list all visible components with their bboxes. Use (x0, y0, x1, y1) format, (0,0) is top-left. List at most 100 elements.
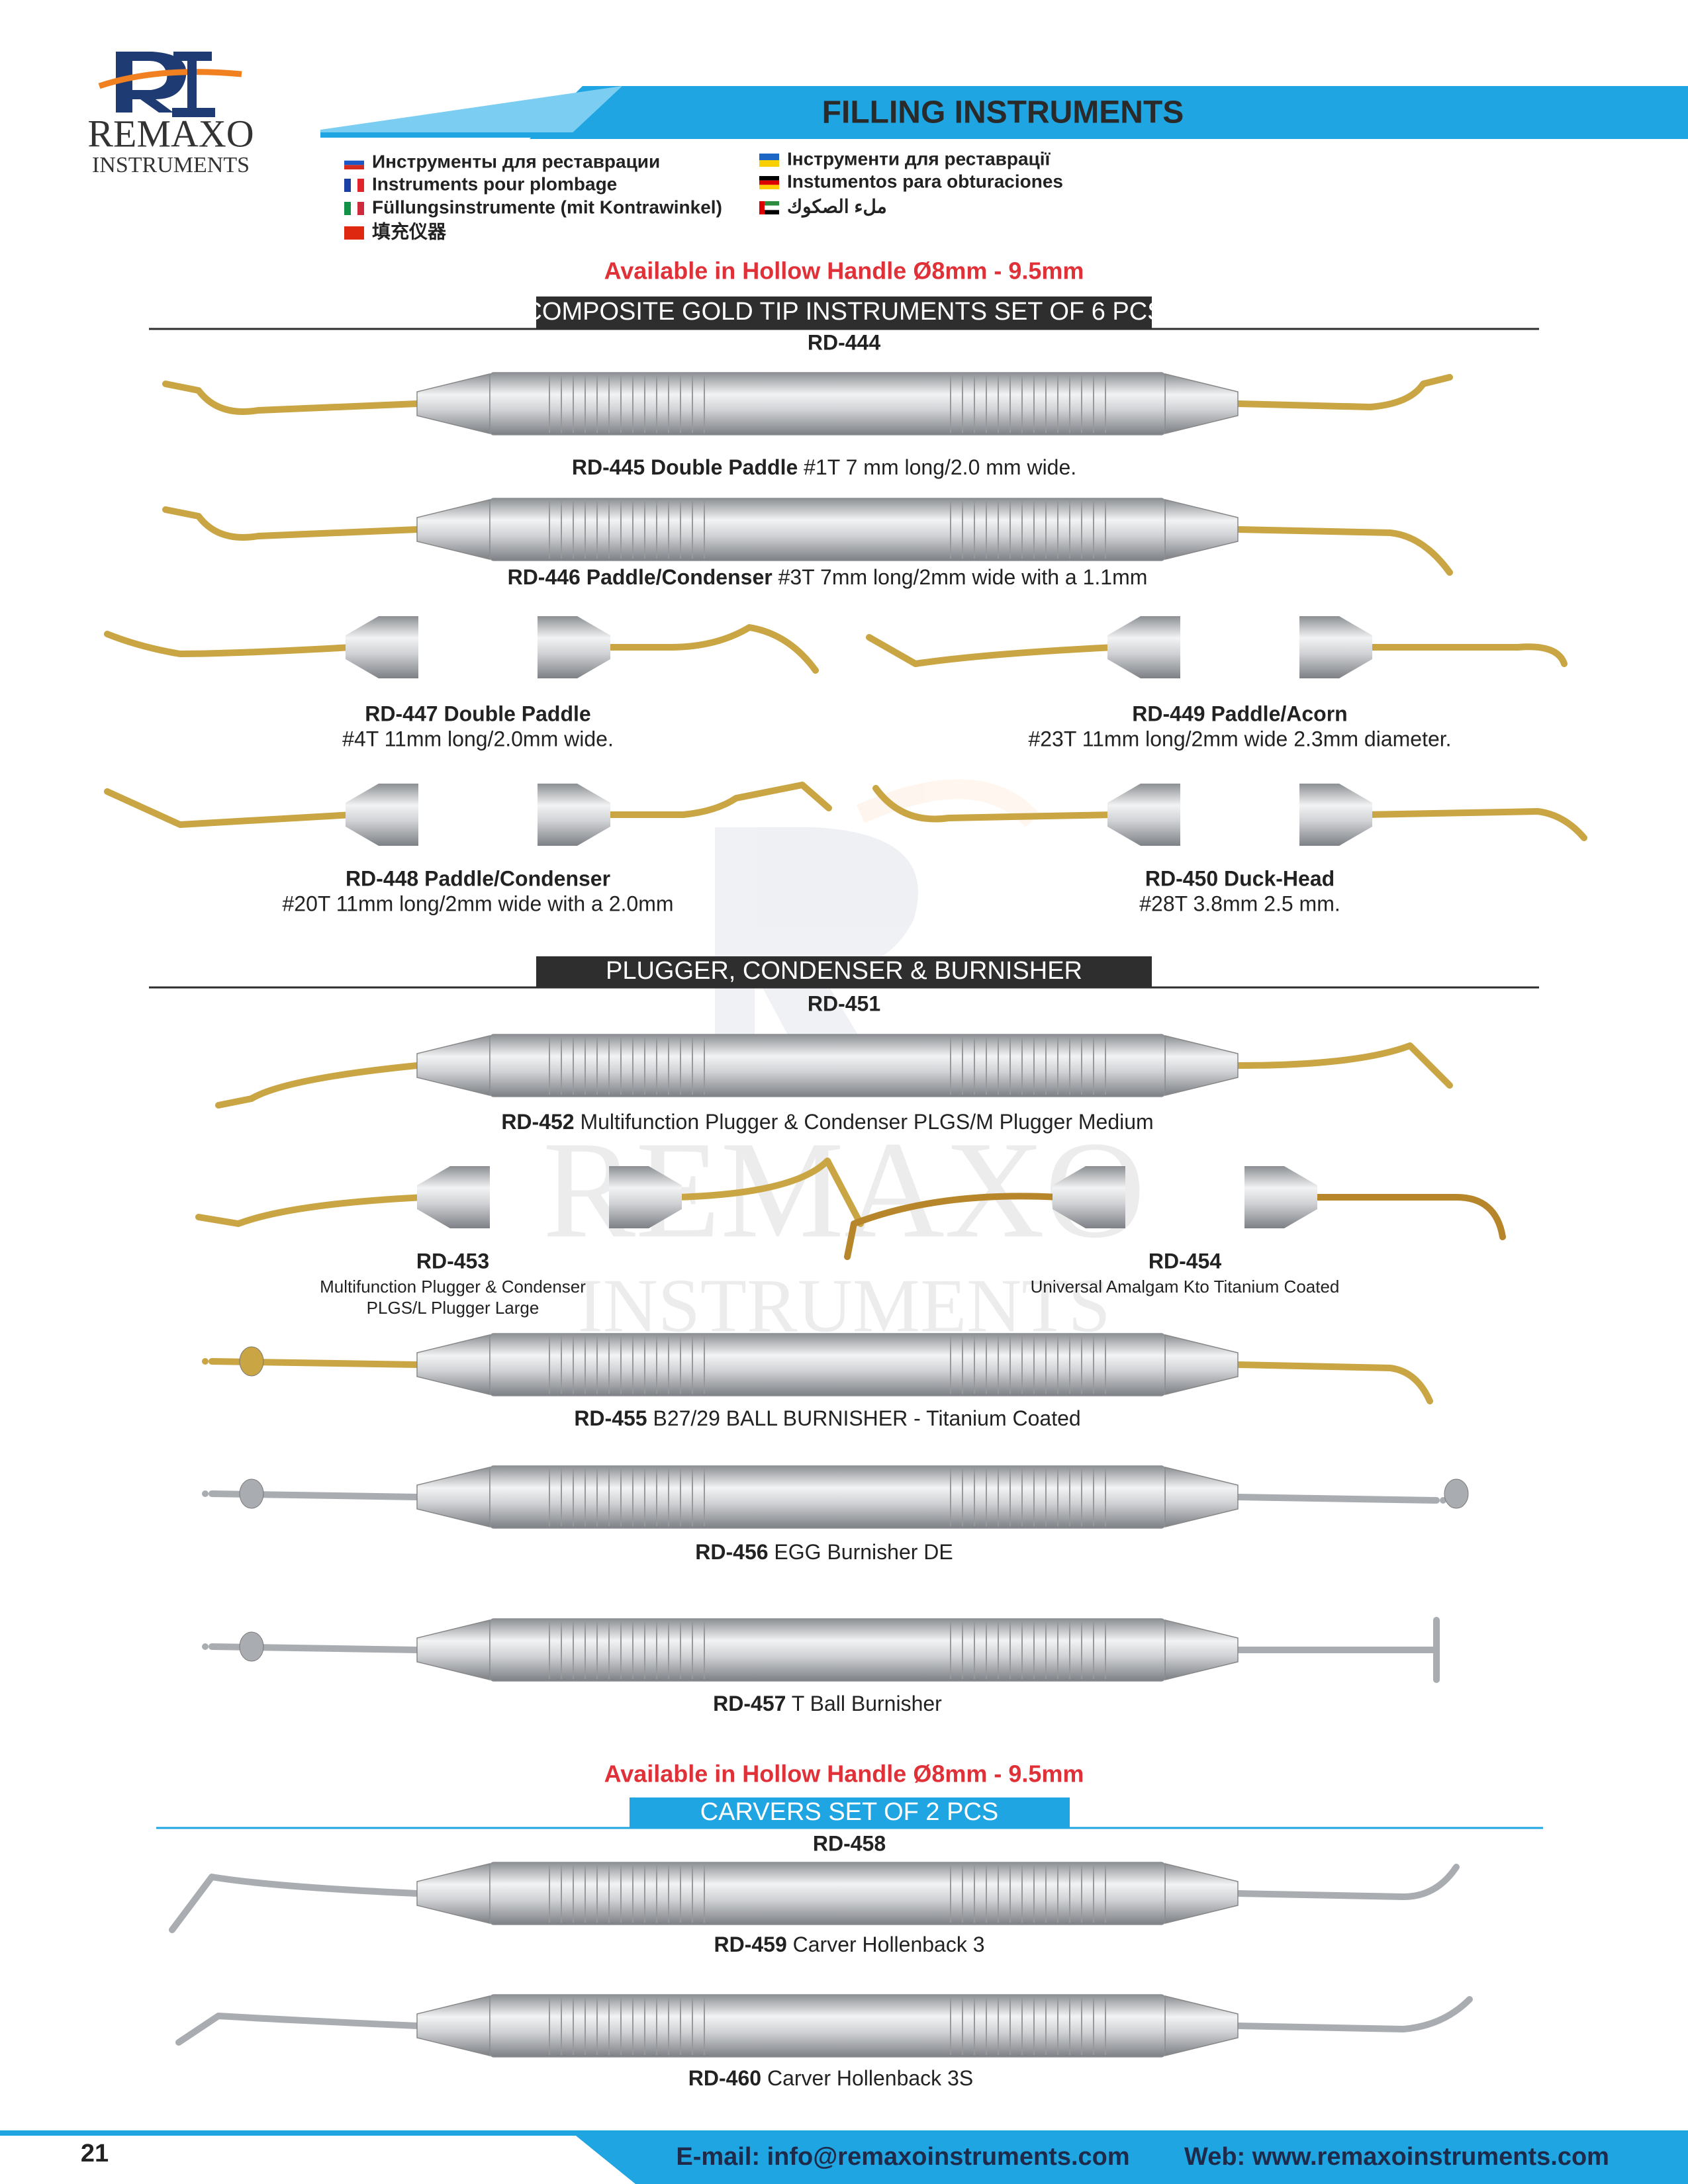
instrument-cone (649, 1166, 682, 1228)
instrument-handle (489, 1333, 1166, 1396)
instrument-tip (1362, 643, 1568, 667)
instruments (104, 154, 1587, 2058)
instrument-tip (162, 506, 420, 541)
instrument-tip (202, 1358, 420, 1368)
section-title: COMPOSITE GOLD TIP INSTRUMENTS SET OF 6 … (524, 298, 1164, 326)
caption: RD-457 T Ball Burnisher (713, 1692, 942, 1715)
instrument-tip (195, 1194, 427, 1227)
instrument-tip (104, 788, 355, 828)
item-code: RD-445 Double Paddle (572, 455, 798, 479)
page-number: 21 (81, 2140, 109, 2167)
instrument-tip (169, 1874, 420, 1933)
instrument-handle (489, 372, 1166, 435)
item-desc: B27/29 BALL BURNISHER - Titanium Coated (653, 1406, 1080, 1430)
instrument-cone (417, 1166, 450, 1228)
instrument-cone (346, 784, 379, 846)
instrument (162, 498, 1453, 576)
item-code: RD-452 (501, 1110, 574, 1134)
flag (759, 176, 779, 189)
note: Available in Hollow Handle Ø8mm - 9.5mm (604, 257, 1084, 285)
item-code: RD-453 (416, 1249, 489, 1273)
instrument-handle (489, 1465, 1166, 1529)
instrument-handle (1141, 784, 1180, 846)
instrument-handle (1299, 784, 1339, 846)
language: 填充仪器 (372, 220, 447, 242)
instrument-tip (1235, 1361, 1433, 1404)
instrument (175, 1994, 1473, 2058)
language: ملء الصكوك (787, 196, 887, 218)
item-desc: #4T 11mm long/2.0mm wide. (342, 727, 614, 751)
instrument-cone (1339, 616, 1372, 678)
item-code: RD-459 (714, 1933, 786, 1956)
flag-stripe (759, 180, 779, 185)
caption: RD-445 Double Paddle #1T 7 mm long/2.0 m… (572, 455, 1076, 479)
language: Инструменты для реставрации (372, 151, 660, 171)
instrument-tip (1235, 1494, 1446, 1504)
instrument-part (866, 616, 1568, 678)
instrument-part (104, 616, 819, 678)
item-desc: Multifunction Plugger & Condenser (320, 1277, 586, 1297)
instrument-ball (239, 1631, 264, 1662)
instrument-ball (239, 1346, 264, 1377)
item-desc: #28T 3.8mm 2.5 mm. (1139, 891, 1340, 915)
instrument-tip (844, 1193, 1062, 1260)
language: Інструменти для реставрації (787, 148, 1051, 169)
instrument-tip (104, 631, 355, 657)
flag-stripe (351, 202, 357, 215)
instrument-ball (239, 1479, 264, 1509)
logo-swoosh (98, 69, 242, 89)
flag (759, 154, 779, 167)
caption: RD-446 Paddle/Condenser #3T 7mm long/2mm… (508, 565, 1148, 589)
flag-stripe (759, 205, 779, 210)
instrument-handle (489, 1618, 1166, 1682)
flag-stripe (759, 154, 779, 160)
caption: RD-452 Multifunction Plugger & Condenser… (501, 1110, 1153, 1134)
header-band (530, 86, 1688, 139)
flag-stripe (344, 179, 351, 192)
instrument-handle (1244, 1166, 1284, 1228)
item-desc: #23T 11mm long/2mm wide 2.3mm diameter. (1028, 727, 1451, 751)
instrument-tip (1235, 1996, 1473, 2032)
caption: RD-460 Carver Hollenback 3S (688, 2066, 973, 2090)
instrument-tip (1235, 526, 1453, 576)
item-desc: #20T 11mm long/2mm wide with a 2.0mm (282, 891, 673, 915)
flag-stripe (759, 160, 779, 167)
instrument-tip (162, 381, 420, 415)
item-desc: PLGS/L Plugger Large (367, 1298, 539, 1318)
instrument-tip (215, 1062, 420, 1109)
instrument (202, 1617, 1440, 1683)
instrument (169, 1862, 1460, 1933)
instrument-handle (1299, 616, 1339, 678)
instrument-tip (866, 634, 1117, 667)
instrument-tip (202, 1643, 420, 1653)
languages: Инструменты для реставрации Instruments … (372, 148, 1063, 242)
flag-stripe (759, 201, 765, 214)
flag-stripe (344, 202, 351, 215)
item-desc: EGG Burnisher DE (774, 1540, 953, 1564)
flag (344, 202, 364, 215)
website: Web: www.remaxoinstruments.com (1184, 2143, 1609, 2171)
caption: RD-459 Carver Hollenback 3 (714, 1933, 984, 1956)
instrument-handle (489, 1994, 1166, 2058)
instrument-part (844, 1166, 1506, 1260)
header-line (320, 132, 1688, 138)
logo-mark (172, 52, 215, 117)
instrument-tip (600, 782, 832, 818)
item-desc: #1T 7 mm long/2.0 mm wide. (804, 455, 1076, 479)
section-title: CARVERS SET OF 2 PCS (700, 1798, 999, 1826)
set-code: RD-458 (813, 1831, 886, 1855)
flag (344, 156, 364, 169)
section-title: PLUGGER, CONDENSER & BURNISHER (606, 957, 1082, 985)
item-desc: #3T 7mm long/2mm wide with a 1.1mm (778, 565, 1148, 589)
set-code: RD-451 (808, 991, 880, 1015)
flag-stripe (344, 156, 364, 161)
instrument-cone (1053, 1166, 1086, 1228)
set-code: RD-444 (808, 330, 880, 354)
flag-stripe (759, 210, 779, 214)
flag-stripe (344, 160, 364, 165)
header-band-light (320, 86, 622, 136)
item-desc: Carver Hollenback 3S (767, 2066, 973, 2090)
item-code: RD-449 Paddle/Acorn (1132, 702, 1347, 725)
instrument-handle (450, 1166, 490, 1228)
item-desc: Universal Amalgam Kto Titanium Coated (1031, 1277, 1340, 1297)
